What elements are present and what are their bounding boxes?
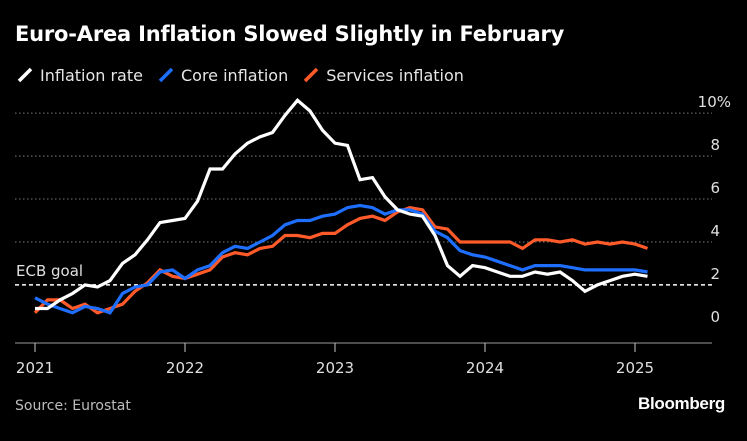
source-note: Source: Eurostat xyxy=(15,398,131,414)
x-tick-label-2025: 2025 xyxy=(616,359,654,377)
series-line-services xyxy=(33,205,649,315)
x-tick-label-2022: 2022 xyxy=(166,359,204,377)
y-tick-label-6: 6 xyxy=(710,179,720,197)
ecb-goal-label: ECB goal xyxy=(16,262,83,280)
x-tick-layer: 2021 2022 2023 2024 2025 xyxy=(16,343,654,377)
legend-label-inflation: Inflation rate xyxy=(40,65,143,85)
x-tick-label-2023: 2023 xyxy=(316,359,354,377)
y-tick-layer: 10% 8 6 4 2 0 xyxy=(698,93,731,326)
legend-swatch-inflation-line xyxy=(17,67,33,83)
y-tick-label-10: 10% xyxy=(698,93,731,111)
x-tick-label-2024: 2024 xyxy=(466,359,504,377)
series-layer xyxy=(33,98,649,315)
legend-swatch-core-line xyxy=(158,67,174,83)
y-tick-label-4: 4 xyxy=(710,222,720,240)
legend-swatch-services xyxy=(303,67,319,83)
series-line-inflation xyxy=(35,98,648,311)
y-tick-label-0: 0 xyxy=(710,308,720,326)
legend-item-inflation: Inflation rate xyxy=(16,66,143,85)
legend-swatch-core xyxy=(158,67,174,83)
legend-item-services: Services inflation xyxy=(302,66,464,85)
legend-swatch-inflation xyxy=(17,67,33,83)
y-tick-label-2: 2 xyxy=(710,265,720,283)
legend-label-core: Core inflation xyxy=(180,65,289,85)
x-tick-label-2021: 2021 xyxy=(16,359,54,377)
reference-layer: ECB goal xyxy=(15,262,712,286)
y-tick-label-8: 8 xyxy=(710,136,720,154)
chart-title: Euro-Area Inflation Slowed Slightly in F… xyxy=(15,22,565,46)
legend-swatch-services-line xyxy=(303,67,319,83)
series-line-core xyxy=(34,203,648,315)
legend-label-services: Services inflation xyxy=(326,65,464,85)
brand-logo: Bloomberg xyxy=(637,394,725,413)
legend: Inflation rate Core inflation Services i… xyxy=(16,63,478,87)
legend-item-core: Core inflation xyxy=(157,66,288,85)
